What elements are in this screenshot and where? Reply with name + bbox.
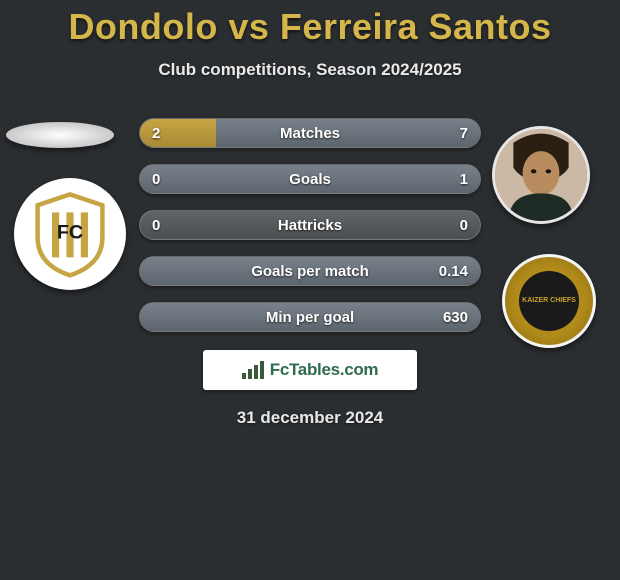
- footer-logo-text: FcTables.com: [270, 360, 379, 380]
- stat-bar: 630Min per goal: [139, 302, 481, 332]
- footer-logo: FcTables.com: [203, 350, 417, 390]
- footer-date: 31 december 2024: [0, 408, 620, 428]
- page-title: Dondolo vs Ferreira Santos: [0, 0, 620, 48]
- stat-value-left: 0: [152, 211, 160, 239]
- stat-bar: 01Goals: [139, 164, 481, 194]
- stat-value-right: 0: [460, 211, 468, 239]
- bar-fill-right: [140, 257, 480, 285]
- stat-bar: 0.14Goals per match: [139, 256, 481, 286]
- bar-fill-left: [140, 119, 216, 147]
- bar-chart-icon: [242, 361, 264, 379]
- bar-fill-right: [140, 303, 480, 331]
- stat-label: Hattricks: [140, 211, 480, 239]
- bar-fill-right: [140, 165, 480, 193]
- stats-container: 27Matches 01Goals 0 0Hattricks 0.14Goals per…: [0, 118, 620, 332]
- bar-fill-right: [216, 119, 480, 147]
- stat-bar: 27Matches: [139, 118, 481, 148]
- stat-bar: 0 0Hattricks: [139, 210, 481, 240]
- subtitle: Club competitions, Season 2024/2025: [0, 60, 620, 80]
